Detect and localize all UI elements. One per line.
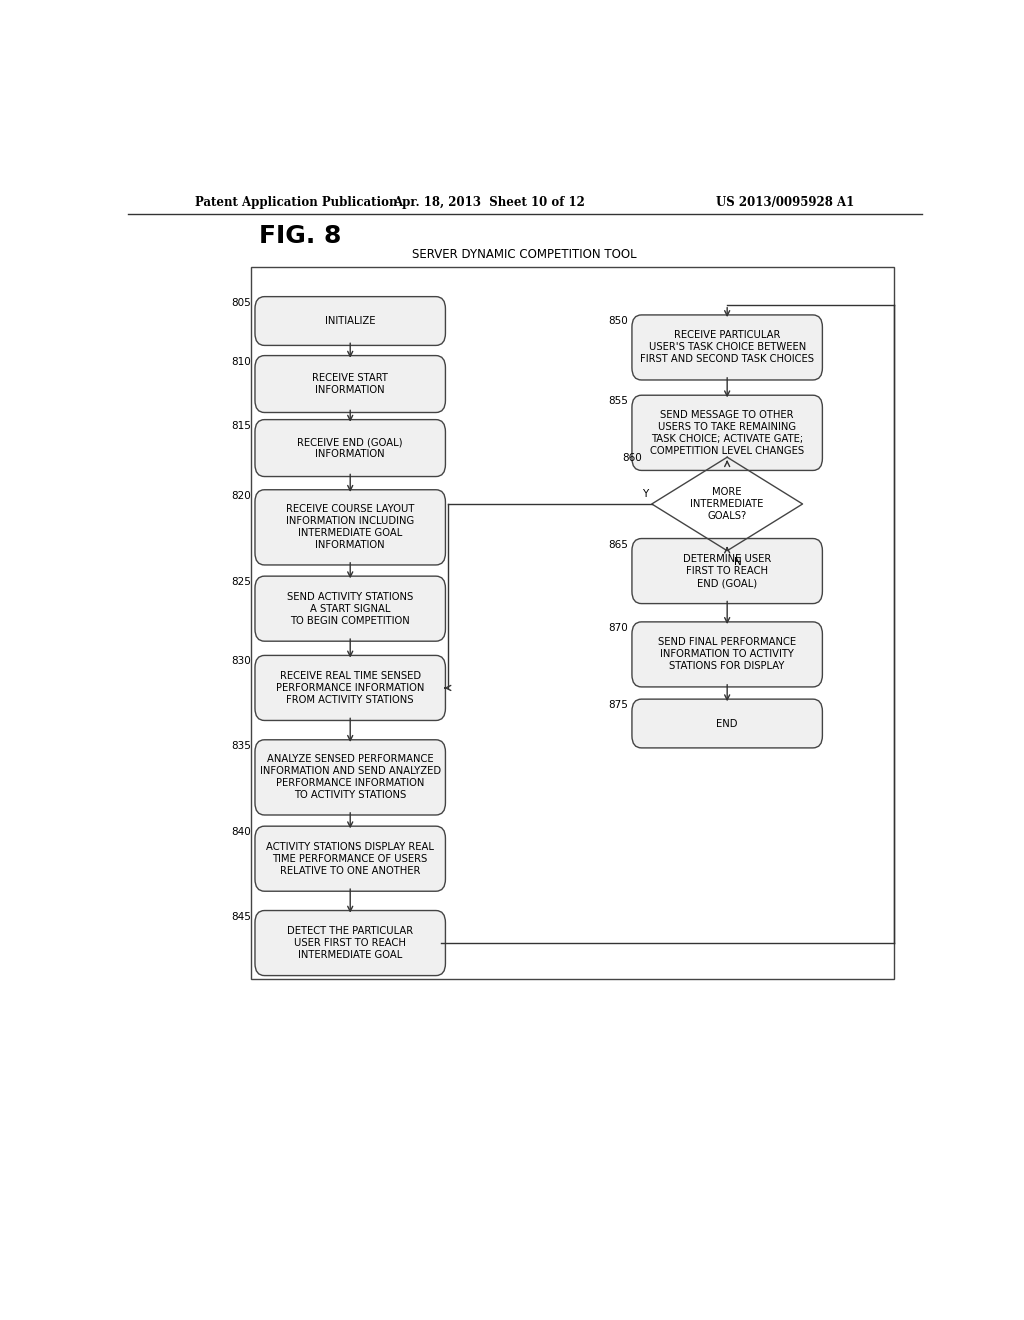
Text: 850: 850 <box>608 315 628 326</box>
Text: Apr. 18, 2013  Sheet 10 of 12: Apr. 18, 2013 Sheet 10 of 12 <box>393 195 585 209</box>
Text: DETERMINE USER
FIRST TO REACH
END (GOAL): DETERMINE USER FIRST TO REACH END (GOAL) <box>683 554 771 587</box>
Text: 830: 830 <box>231 656 251 667</box>
Text: Y: Y <box>642 488 648 499</box>
FancyBboxPatch shape <box>632 539 822 603</box>
Text: SERVER DYNAMIC COMPETITION TOOL: SERVER DYNAMIC COMPETITION TOOL <box>413 248 637 261</box>
Text: 835: 835 <box>231 741 251 751</box>
FancyBboxPatch shape <box>255 739 445 814</box>
Text: 865: 865 <box>608 540 628 549</box>
Bar <box>251 267 894 978</box>
FancyBboxPatch shape <box>255 656 445 721</box>
Text: SEND FINAL PERFORMANCE
INFORMATION TO ACTIVITY
STATIONS FOR DISPLAY: SEND FINAL PERFORMANCE INFORMATION TO AC… <box>658 638 797 672</box>
FancyBboxPatch shape <box>255 355 445 412</box>
Text: SEND ACTIVITY STATIONS
A START SIGNAL
TO BEGIN COMPETITION: SEND ACTIVITY STATIONS A START SIGNAL TO… <box>287 591 414 626</box>
Text: 840: 840 <box>231 828 251 837</box>
FancyBboxPatch shape <box>255 576 445 642</box>
Text: 825: 825 <box>231 577 251 587</box>
Text: 805: 805 <box>231 297 251 308</box>
Text: ANALYZE SENSED PERFORMANCE
INFORMATION AND SEND ANALYZED
PERFORMANCE INFORMATION: ANALYZE SENSED PERFORMANCE INFORMATION A… <box>260 755 440 800</box>
Text: RECEIVE END (GOAL)
INFORMATION: RECEIVE END (GOAL) INFORMATION <box>297 437 403 459</box>
FancyBboxPatch shape <box>255 490 445 565</box>
Text: ACTIVITY STATIONS DISPLAY REAL
TIME PERFORMANCE OF USERS
RELATIVE TO ONE ANOTHER: ACTIVITY STATIONS DISPLAY REAL TIME PERF… <box>266 842 434 875</box>
Text: US 2013/0095928 A1: US 2013/0095928 A1 <box>716 195 854 209</box>
Text: FIG. 8: FIG. 8 <box>259 223 341 248</box>
Text: DETECT THE PARTICULAR
USER FIRST TO REACH
INTERMEDIATE GOAL: DETECT THE PARTICULAR USER FIRST TO REAC… <box>287 927 414 960</box>
FancyBboxPatch shape <box>255 420 445 477</box>
Text: 855: 855 <box>608 396 628 407</box>
FancyBboxPatch shape <box>255 911 445 975</box>
Text: 820: 820 <box>231 491 251 500</box>
FancyBboxPatch shape <box>632 395 822 470</box>
Text: SEND MESSAGE TO OTHER
USERS TO TAKE REMAINING
TASK CHOICE; ACTIVATE GATE;
COMPET: SEND MESSAGE TO OTHER USERS TO TAKE REMA… <box>650 409 804 455</box>
Text: RECEIVE COURSE LAYOUT
INFORMATION INCLUDING
INTERMEDIATE GOAL
INFORMATION: RECEIVE COURSE LAYOUT INFORMATION INCLUD… <box>286 504 415 550</box>
FancyBboxPatch shape <box>632 622 822 686</box>
Text: INITIALIZE: INITIALIZE <box>325 315 376 326</box>
Text: MORE
INTERMEDIATE
GOALS?: MORE INTERMEDIATE GOALS? <box>690 487 764 521</box>
Text: 815: 815 <box>231 421 251 430</box>
Text: Patent Application Publication: Patent Application Publication <box>196 195 398 209</box>
Text: RECEIVE START
INFORMATION: RECEIVE START INFORMATION <box>312 374 388 395</box>
Text: 845: 845 <box>231 912 251 921</box>
Text: RECEIVE PARTICULAR
USER'S TASK CHOICE BETWEEN
FIRST AND SECOND TASK CHOICES: RECEIVE PARTICULAR USER'S TASK CHOICE BE… <box>640 330 814 364</box>
FancyBboxPatch shape <box>255 297 445 346</box>
FancyBboxPatch shape <box>255 826 445 891</box>
FancyBboxPatch shape <box>632 700 822 748</box>
Text: 875: 875 <box>608 700 628 710</box>
Text: END: END <box>717 718 738 729</box>
Text: N: N <box>733 557 741 566</box>
Text: RECEIVE REAL TIME SENSED
PERFORMANCE INFORMATION
FROM ACTIVITY STATIONS: RECEIVE REAL TIME SENSED PERFORMANCE INF… <box>276 671 424 705</box>
Text: 870: 870 <box>608 623 628 632</box>
FancyBboxPatch shape <box>632 315 822 380</box>
Text: 860: 860 <box>623 453 642 463</box>
Text: 810: 810 <box>231 356 251 367</box>
